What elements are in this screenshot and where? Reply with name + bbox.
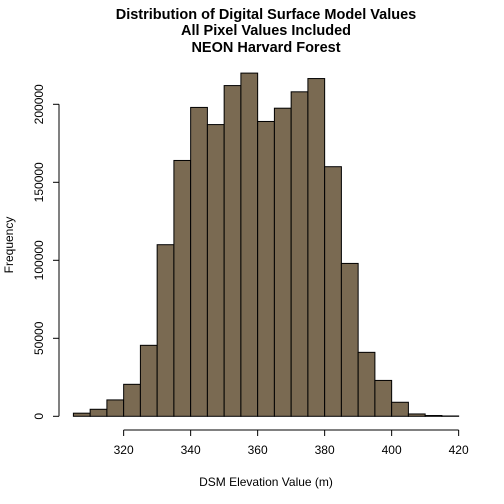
histogram-bar xyxy=(290,91,309,417)
y-axis: 0 50000 100000 150000 200000 xyxy=(32,84,60,420)
x-tick-label: 380 xyxy=(315,443,335,457)
chart-title-line-1: Distribution of Digital Surface Model Va… xyxy=(116,7,417,23)
histogram-bar xyxy=(106,399,125,417)
histogram-bar xyxy=(424,415,443,417)
histogram-bar xyxy=(357,351,376,417)
x-tick-label: 400 xyxy=(382,443,402,457)
histogram-bar xyxy=(139,344,158,417)
histogram-bar xyxy=(391,401,409,417)
histogram-bar xyxy=(190,106,208,417)
y-tick-label: 100000 xyxy=(32,240,46,280)
histogram-bar xyxy=(257,120,275,417)
histogram-bar xyxy=(407,413,426,417)
histogram-bar xyxy=(206,124,225,417)
histogram-bar xyxy=(156,244,175,417)
histogram-bar xyxy=(223,85,242,417)
chart-title-line-3: NEON Harvard Forest xyxy=(191,40,340,56)
x-tick-label: 340 xyxy=(181,443,201,457)
histogram-bar xyxy=(173,159,192,417)
y-tick-label: 0 xyxy=(32,413,46,420)
histogram-bar xyxy=(307,78,326,417)
histogram-bar xyxy=(374,379,393,417)
histogram-bars xyxy=(72,72,460,417)
x-axis: 320 340 360 380 400 420 xyxy=(114,429,469,457)
x-axis-title: DSM Elevation Value (m) xyxy=(199,475,333,489)
y-tick-label: 150000 xyxy=(32,162,46,202)
histogram-bar xyxy=(123,383,141,417)
x-tick-label: 320 xyxy=(114,443,134,457)
histogram-bar xyxy=(89,408,108,417)
histogram-bar xyxy=(72,412,91,417)
x-tick-label: 420 xyxy=(449,443,469,457)
histogram-bar xyxy=(324,166,342,417)
y-axis-title: Frequency xyxy=(2,217,16,274)
x-tick-label: 360 xyxy=(248,443,268,457)
chart-title-line-2: All Pixel Values Included xyxy=(181,23,351,39)
histogram-bar xyxy=(340,262,359,417)
histogram-bar xyxy=(273,107,292,417)
histogram-bar xyxy=(240,72,259,417)
y-tick-label: 50000 xyxy=(32,321,46,355)
y-tick-label: 200000 xyxy=(32,84,46,124)
